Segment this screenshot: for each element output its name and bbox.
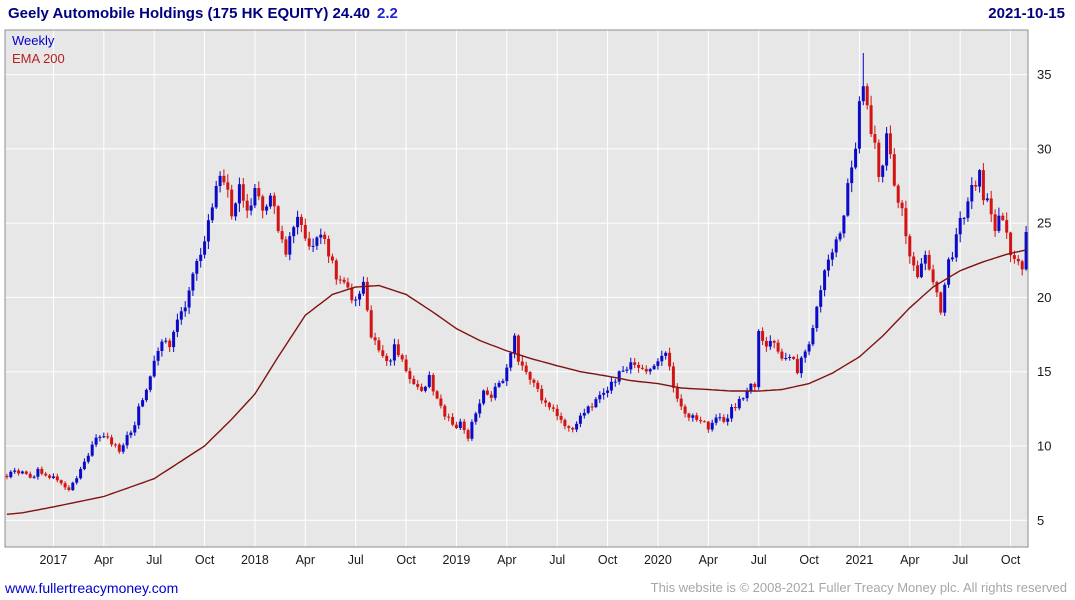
svg-text:Apr: Apr — [296, 553, 315, 567]
svg-text:Oct: Oct — [1001, 553, 1021, 567]
svg-text:2018: 2018 — [241, 553, 269, 567]
chart-date: 2021-10-15 — [988, 5, 1065, 22]
svg-text:20: 20 — [1037, 290, 1051, 305]
price-change: 2.2 — [377, 5, 398, 22]
chart-title: Geely Automobile Holdings (175 HK EQUITY… — [8, 5, 398, 22]
svg-text:10: 10 — [1037, 438, 1051, 453]
svg-text:15: 15 — [1037, 364, 1051, 379]
svg-text:Jul: Jul — [348, 553, 364, 567]
svg-text:2021: 2021 — [845, 553, 873, 567]
copyright-text: This website is © 2008-2021 Fuller Treac… — [650, 580, 1067, 595]
svg-text:Apr: Apr — [699, 553, 718, 567]
svg-text:Oct: Oct — [195, 553, 215, 567]
svg-text:Oct: Oct — [799, 553, 819, 567]
svg-text:Jul: Jul — [146, 553, 162, 567]
svg-text:Apr: Apr — [497, 553, 516, 567]
svg-text:30: 30 — [1037, 141, 1051, 156]
svg-text:Jul: Jul — [549, 553, 565, 567]
svg-text:Oct: Oct — [396, 553, 416, 567]
timeframe-label: Weekly — [12, 33, 55, 48]
svg-text:35: 35 — [1037, 67, 1051, 82]
symbol-and-price: Geely Automobile Holdings (175 HK EQUITY… — [8, 5, 371, 22]
site-link[interactable]: www.fullertreacymoney.com — [5, 580, 179, 596]
ema-legend-label: EMA 200 — [12, 51, 65, 66]
svg-text:5: 5 — [1037, 513, 1044, 528]
svg-text:Oct: Oct — [598, 553, 618, 567]
svg-text:25: 25 — [1037, 216, 1051, 231]
svg-text:2017: 2017 — [39, 553, 67, 567]
svg-text:Jul: Jul — [751, 553, 767, 567]
svg-text:Apr: Apr — [94, 553, 113, 567]
svg-text:Apr: Apr — [900, 553, 919, 567]
svg-text:2019: 2019 — [442, 553, 470, 567]
svg-text:2020: 2020 — [644, 553, 672, 567]
svg-text:Jul: Jul — [952, 553, 968, 567]
